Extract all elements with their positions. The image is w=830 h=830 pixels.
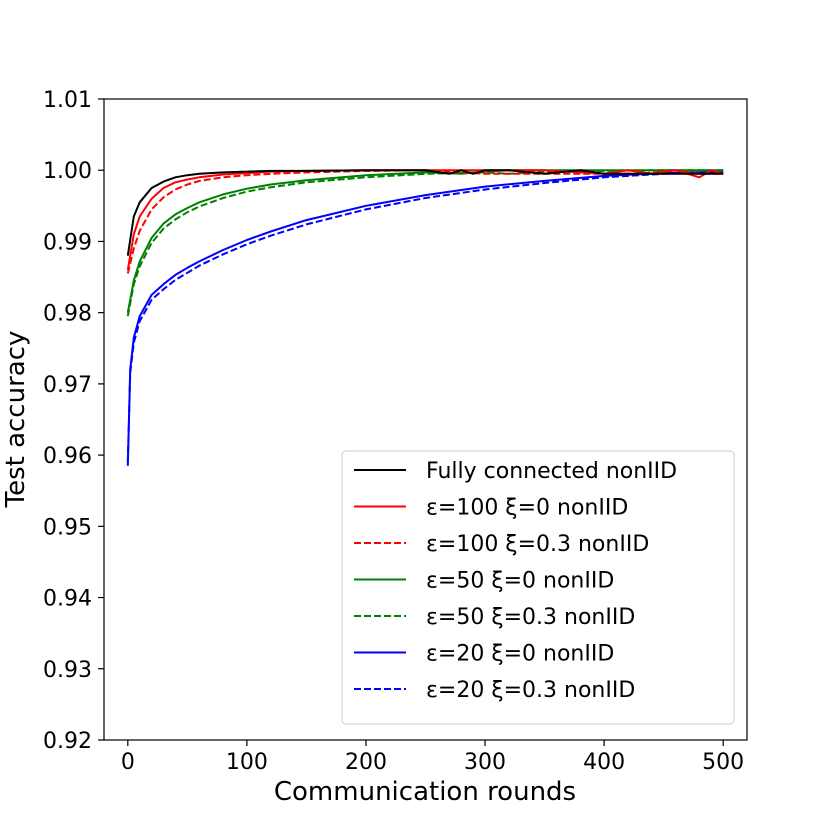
legend-label: Fully connected nonIID: [426, 459, 677, 484]
x-tick-label: 400: [583, 750, 625, 775]
x-tick-label: 300: [464, 750, 506, 775]
legend-box: [341, 450, 735, 725]
series-line: [126, 169, 724, 313]
y-tick-label: 0.94: [43, 587, 92, 612]
x-tick-label: 500: [702, 750, 744, 775]
series-line: [126, 169, 724, 271]
y-tick-label: 0.92: [43, 729, 92, 754]
legend-label: ε=20 ξ=0.3 nonIID: [426, 678, 635, 703]
plot-frame: [103, 98, 748, 741]
legend-label: ε=100 ξ=0 nonIID: [426, 496, 628, 521]
x-tick-label: 0: [121, 750, 135, 775]
series-line: [126, 170, 724, 466]
y-tick-label: 0.99: [43, 230, 92, 255]
series-layer: [126, 169, 724, 466]
legend-label: ε=50 ξ=0 nonIID: [426, 569, 614, 594]
y-tick-label: 0.93: [43, 658, 92, 683]
y-tick-label: 0.98: [43, 302, 92, 327]
x-axis: 0 100 200 300 400 500: [121, 740, 744, 775]
legend: Fully connected nonIID ε=100 ξ=0 nonIID ε=…: [341, 450, 735, 725]
y-axis-title: Test accuracy: [1, 331, 31, 509]
y-tick-label: 0.97: [43, 373, 92, 398]
x-tick-label: 200: [345, 750, 387, 775]
y-tick-label: 1.00: [43, 159, 92, 184]
x-tick-label: 100: [226, 750, 268, 775]
y-axis: 0.92 0.93 0.94 0.95 0.96 0.97 0.98 0.99 1.00 1.01: [43, 88, 104, 754]
y-tick-label: 1.01: [43, 88, 92, 113]
legend-label: ε=50 ξ=0.3 nonIID: [426, 605, 635, 630]
series-line: [126, 171, 724, 463]
series-line: [126, 169, 724, 256]
series-line: [126, 169, 724, 317]
y-tick-label: 0.95: [43, 515, 92, 540]
legend-label: ε=20 ξ=0 nonIID: [426, 642, 614, 667]
x-axis-title: Communication rounds: [274, 777, 576, 807]
legend-label: ε=100 ξ=0.3 nonIID: [426, 532, 649, 557]
y-tick-label: 0.96: [43, 444, 92, 469]
